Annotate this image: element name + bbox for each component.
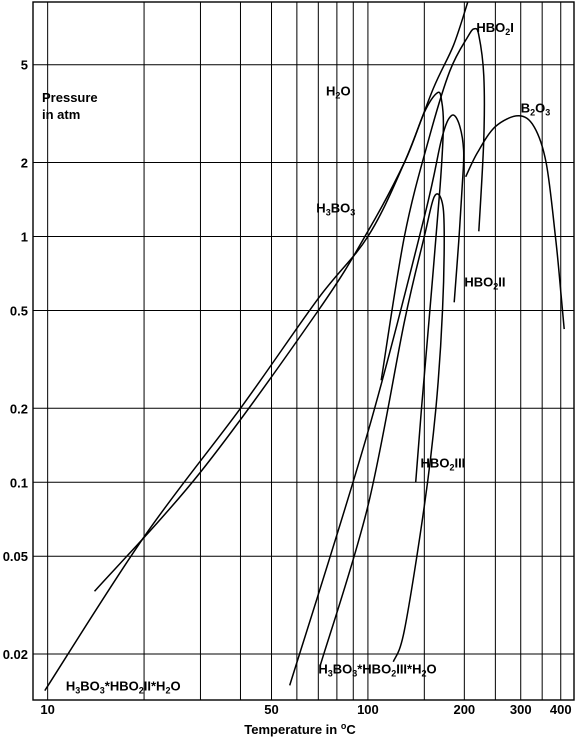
curve-label-h3bo3-hbo2ii-h2o: H3BO3*HBO2II*H2O [66,679,181,696]
curve-label-part: 3 [545,107,550,117]
curve-label-part: O [427,661,437,676]
curve-label-part: 3 [100,686,105,696]
x-tick-label: 200 [453,702,475,717]
curve-label-hbo2iii: HBO2III [421,455,466,472]
curve-label-h3bo3: H3BO3 [316,201,355,218]
curve-label-h3bo3-hbo2iii-h2o: H3BO3*HBO2III*H2O [318,661,436,678]
curve-label-part: I [510,20,514,35]
curve-label-part: 2 [165,686,170,696]
curve-hbo2ii [288,114,465,686]
curve-label-part: O [535,100,545,115]
y-axis-label-line-2: in atm [42,107,80,122]
curve-label-part: HBO [476,20,505,35]
curve-label-part: III*H [396,661,421,676]
curve-layer [44,1,565,692]
curve-label-part: 3 [328,668,333,678]
curve-label-part: 2 [530,107,535,117]
curve-label-part: II*H [144,679,166,694]
curve-label-part: H [318,661,327,676]
curve-b2o3 [465,115,565,330]
tick-label-layer: 10 50 100 200 300 400 0.02 0.05 0.1 0.2 0.5 1 2 5 [3,58,572,717]
curve-label-part: HBO [421,455,450,470]
x-axis-label: Temperature in oC [244,721,356,737]
curve-hbo2iii [319,193,445,666]
y-tick-label: 0.1 [10,475,28,490]
x-tick-label: 50 [264,702,278,717]
curve-label-part: 2 [493,282,498,292]
curve-label-part: 2 [449,462,454,472]
curve-label-part: BO [80,679,100,694]
curve-label-hbo2ii: HBO2II [464,275,505,292]
curve-label-part: H [326,83,335,98]
x-axis-label-unit: C [346,722,356,737]
curve-label-part: *HBO [357,661,391,676]
x-tick-label: 100 [357,702,379,717]
x-tick-label: 300 [510,702,532,717]
plot-frame [32,1,575,701]
curve-label-part: H [316,201,325,216]
curve-label-part: HBO [464,275,493,290]
curve-label-hbo2i: HBO2I [476,20,514,37]
curve-label-part: 2 [139,686,144,696]
curve-label-part: O [340,83,350,98]
y-tick-label: 0.2 [10,401,28,416]
y-tick-label: 0.05 [3,549,28,564]
curve-label-part: II [498,275,505,290]
curve-label-part: 2 [391,668,396,678]
x-axis-label-degree: o [341,721,347,731]
curve-label-b2o3: B2O3 [521,100,551,117]
curve-label-part: *HBO [105,679,139,694]
curve-label-part: 2 [505,27,510,37]
curve-label-part: III [454,455,465,470]
curve-h3bo3 [93,91,445,592]
curve-label-part: BO [331,201,351,216]
curve-label-part: O [170,679,180,694]
y-axis-label-line-1: Pressure [42,90,98,105]
curve-h2o [44,1,469,692]
curve-label-layer: H2OH3BO3HBO2IHBO2IIHBO2IIIB2O3H3BO3*HBO2… [66,20,550,696]
curve-label-h2o: H2O [326,83,351,100]
x-tick-label: 10 [40,702,54,717]
y-tick-label: 0.5 [10,303,28,318]
x-tick-label: 400 [550,702,572,717]
curve-hbo2i [380,27,486,381]
curve-label-part: 3 [326,208,331,218]
grid-layer [33,2,574,700]
curve-label-part: 3 [350,208,355,218]
curve-label-part: BO [333,661,353,676]
y-tick-label: 0.02 [3,647,28,662]
curve-label-part: H [66,679,75,694]
x-axis-label-text: Temperature in [244,722,341,737]
curve-label-part: 2 [422,668,427,678]
curve-label-part: 3 [352,668,357,678]
y-tick-label: 1 [21,230,28,245]
curve-label-part: 3 [75,686,80,696]
curve-label-part: B [521,100,530,115]
curve-label-part: 2 [335,90,340,100]
y-tick-label: 2 [21,156,28,171]
y-tick-label: 5 [21,58,28,73]
